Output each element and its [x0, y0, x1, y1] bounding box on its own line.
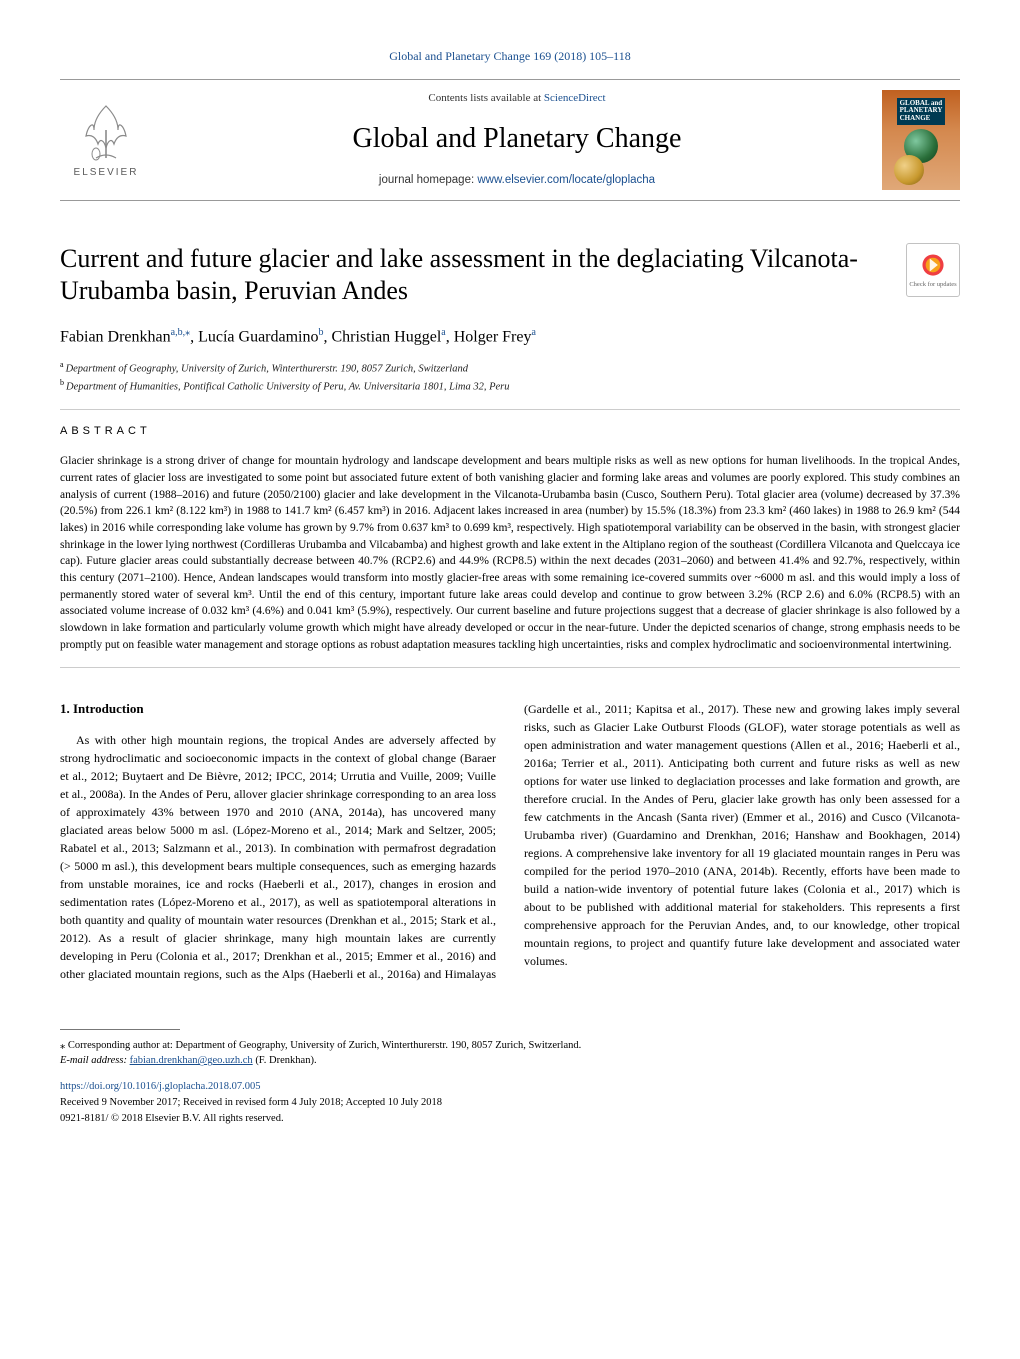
divider: [60, 667, 960, 668]
elsevier-tree-icon: [74, 100, 138, 164]
body-columns: 1. Introduction As with other high mount…: [60, 700, 960, 982]
affiliations: aDepartment of Geography, University of …: [60, 359, 960, 396]
check-updates-icon: [920, 252, 946, 278]
doi-link[interactable]: https://doi.org/10.1016/j.gloplacha.2018…: [60, 1081, 260, 1092]
journal-homepage-link[interactable]: www.elsevier.com/locate/gloplacha: [477, 174, 655, 186]
affiliation-b: Department of Humanities, Pontifical Cat…: [66, 381, 510, 392]
corresponding-author: ⁎ Corresponding author at: Department of…: [60, 1038, 960, 1070]
divider: [60, 409, 960, 410]
abstract-heading: ABSTRACT: [60, 424, 960, 439]
footnote-rule: [60, 1029, 180, 1030]
section-1-heading: 1. Introduction: [60, 700, 496, 718]
homepage-prefix: journal homepage:: [379, 174, 477, 186]
email-suffix: (F. Drenkhan).: [253, 1055, 317, 1066]
author-2: , Lucía Guardamino: [190, 328, 318, 345]
sciencedirect-link[interactable]: ScienceDirect: [544, 92, 606, 104]
check-updates-label: Check for updates: [909, 281, 956, 288]
journal-title: Global and Planetary Change: [166, 119, 868, 158]
abstract-text: Glacier shrinkage is a strong driver of …: [60, 453, 960, 653]
contents-lists-line: Contents lists available at ScienceDirec…: [166, 91, 868, 106]
affiliation-a: Department of Geography, University of Z…: [66, 363, 468, 374]
doi-block: https://doi.org/10.1016/j.gloplacha.2018…: [60, 1079, 960, 1126]
author-3: , Christian Huggel: [324, 328, 442, 345]
intro-paragraph: As with other high mountain regions, the…: [60, 700, 960, 982]
cover-globe-icon: [904, 129, 938, 163]
elsevier-wordmark: ELSEVIER: [74, 166, 139, 180]
cover-label: GLOBAL and PLANETARY CHANGE: [897, 98, 946, 125]
email-label: E-mail address:: [60, 1055, 130, 1066]
journal-cover-thumbnail: GLOBAL and PLANETARY CHANGE: [882, 90, 960, 190]
check-updates-badge[interactable]: Check for updates: [906, 243, 960, 297]
issn-copyright-line: 0921-8181/ © 2018 Elsevier B.V. All righ…: [60, 1111, 960, 1127]
author-1-affil: a,b,⁎: [171, 327, 190, 338]
contents-prefix: Contents lists available at: [428, 92, 543, 104]
elsevier-logo: ELSEVIER: [60, 90, 152, 190]
journal-citation: Global and Planetary Change 169 (2018) 1…: [60, 48, 960, 65]
author-4-affil: a: [531, 327, 535, 338]
author-1: Fabian Drenkhan: [60, 328, 171, 345]
masthead: ELSEVIER Contents lists available at Sci…: [60, 79, 960, 201]
received-line: Received 9 November 2017; Received in re…: [60, 1095, 960, 1111]
article-title: Current and future glacier and lake asse…: [60, 243, 890, 308]
corresponding-text: ⁎ Corresponding author at: Department of…: [60, 1038, 960, 1054]
author-list: Fabian Drenkhana,b,⁎, Lucía Guardaminob,…: [60, 326, 960, 349]
journal-homepage-line: journal homepage: www.elsevier.com/locat…: [166, 172, 868, 188]
masthead-center: Contents lists available at ScienceDirec…: [166, 91, 868, 188]
corresponding-email-link[interactable]: fabian.drenkhan@geo.uzh.ch: [130, 1055, 253, 1066]
author-4: , Holger Frey: [446, 328, 532, 345]
